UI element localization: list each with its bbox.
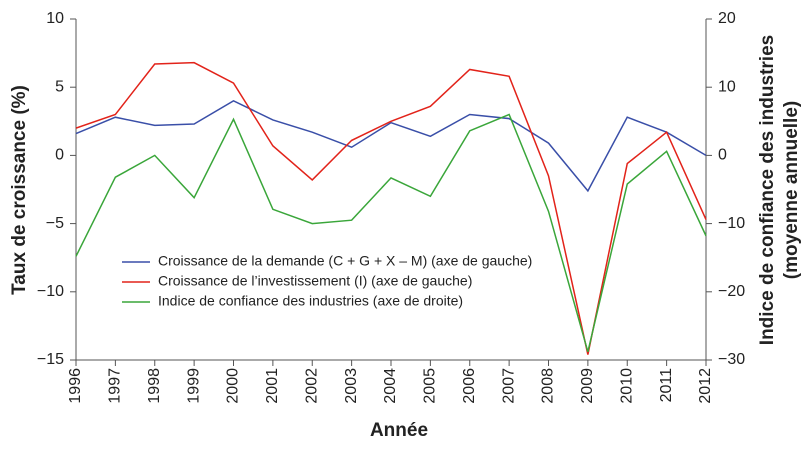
legend-label: Croissance de l’investissement (I) (axe …: [158, 273, 472, 289]
y-tick-label: −15: [37, 351, 64, 368]
series-line: [75, 99, 707, 193]
y2-axis-label: (moyenne annuelle): [781, 101, 802, 279]
x-tick-label: 2006: [461, 368, 478, 404]
legend-label: Croissance de la demande (C + G + X – M)…: [158, 253, 532, 269]
y2-tick-label: −20: [718, 283, 745, 300]
x-tick-label: 1996: [67, 368, 84, 404]
y-tick-label: 0: [55, 147, 64, 164]
x-tick-label: 2010: [618, 368, 635, 404]
y-tick-label: −5: [46, 215, 64, 232]
x-tick-label: 1998: [146, 368, 163, 404]
x-axis-label: Année: [370, 420, 428, 441]
y2-axis-label: Indice de confiance des industries: [757, 35, 778, 345]
x-tick-label: 2011: [658, 368, 675, 403]
legend-label: Indice de confiance des industries (axe …: [158, 293, 463, 309]
y2-tick-label: −10: [718, 215, 745, 232]
y-axis-label: Taux de croissance (%): [9, 85, 30, 295]
y2-tick-label: 20: [718, 10, 736, 27]
x-tick-label: 2000: [225, 368, 242, 404]
y-tick-label: −10: [37, 283, 64, 300]
x-tick-label: 2007: [500, 368, 517, 404]
series-line: [75, 113, 707, 353]
x-tick-label: 2004: [382, 368, 399, 404]
x-tick-label: 2002: [303, 368, 320, 404]
x-tick-label: 2009: [579, 368, 596, 404]
x-tick-label: 2003: [343, 368, 360, 404]
y2-tick-label: 10: [718, 78, 736, 95]
x-tick-label: 2008: [540, 368, 557, 404]
y-tick-label: 5: [55, 78, 64, 95]
x-tick-label: 1999: [185, 368, 202, 404]
y2-tick-label: −30: [718, 351, 745, 368]
y2-tick-label: 0: [718, 147, 727, 164]
x-tick-label: 2012: [697, 368, 714, 404]
x-tick-label: 1997: [107, 368, 124, 404]
x-tick-label: 2005: [422, 368, 439, 404]
x-tick-label: 2001: [264, 368, 281, 404]
y-tick-label: 10: [46, 10, 64, 27]
series-line: [75, 61, 707, 355]
